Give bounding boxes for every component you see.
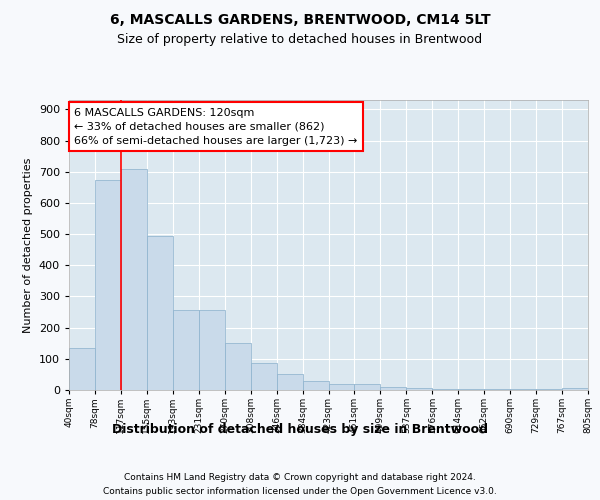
Bar	[302, 382, 329, 390]
Bar	[225, 343, 251, 390]
Bar	[562, 388, 588, 390]
Bar	[458, 389, 484, 390]
Bar	[329, 384, 355, 390]
Text: 6, MASCALLS GARDENS, BRENTWOOD, CM14 5LT: 6, MASCALLS GARDENS, BRENTWOOD, CM14 5LT	[110, 12, 490, 26]
Bar	[355, 384, 380, 390]
Bar	[121, 168, 147, 390]
Text: Size of property relative to detached houses in Brentwood: Size of property relative to detached ho…	[118, 32, 482, 46]
Text: Distribution of detached houses by size in Brentwood: Distribution of detached houses by size …	[112, 422, 488, 436]
Bar	[173, 310, 199, 390]
Y-axis label: Number of detached properties: Number of detached properties	[23, 158, 33, 332]
Bar	[95, 180, 121, 390]
Text: Contains public sector information licensed under the Open Government Licence v3: Contains public sector information licen…	[103, 488, 497, 496]
Bar	[406, 388, 432, 390]
Bar	[147, 236, 173, 390]
Bar	[69, 348, 95, 390]
Bar	[199, 310, 224, 390]
Text: 6 MASCALLS GARDENS: 120sqm
← 33% of detached houses are smaller (862)
66% of sem: 6 MASCALLS GARDENS: 120sqm ← 33% of deta…	[74, 108, 358, 146]
Bar	[251, 364, 277, 390]
Bar	[433, 389, 458, 390]
Bar	[380, 387, 406, 390]
Bar	[277, 374, 302, 390]
Text: Contains HM Land Registry data © Crown copyright and database right 2024.: Contains HM Land Registry data © Crown c…	[124, 472, 476, 482]
